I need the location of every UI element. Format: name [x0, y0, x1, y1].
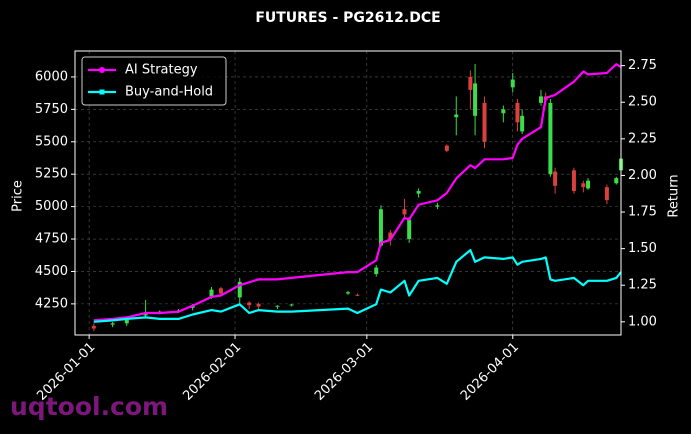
y-tick-label: 5000 [35, 199, 68, 214]
candle-body [520, 115, 525, 132]
candle-body [143, 312, 148, 316]
y2-tick-label: 2.25 [628, 131, 657, 146]
candle-body [614, 178, 619, 184]
candle-body [110, 323, 115, 325]
candle-body [218, 288, 223, 294]
legend: AI Strategy Buy-and-Hold [81, 56, 227, 106]
y2-tick-label: 1.00 [628, 314, 657, 329]
candle-body [468, 76, 473, 90]
y2-tick-label: 2.50 [628, 95, 657, 110]
y-tick-label: 5250 [35, 167, 68, 182]
candle-body [407, 219, 412, 240]
y2-axis-label: Return [667, 174, 682, 217]
y2-tick-label: 2.00 [628, 168, 657, 183]
candle-body [571, 170, 576, 192]
y2-tick-label: 1.75 [628, 205, 657, 220]
candle-body [482, 102, 487, 142]
candle-body [346, 292, 350, 294]
y2-tick-label: 1.25 [628, 278, 657, 293]
candle-body [553, 171, 558, 186]
series-line [93, 63, 622, 322]
candle-body [435, 205, 440, 207]
x-tick-label: 2026-03-01 [312, 340, 376, 404]
candle-body [247, 302, 252, 306]
legend-marker [99, 89, 105, 95]
candle-body [91, 325, 96, 329]
series-line [93, 249, 622, 323]
candle-body [538, 96, 543, 103]
candle-body [501, 109, 506, 114]
watermark: uqtool.com [10, 392, 168, 421]
y-tick-label: 4500 [35, 264, 68, 279]
candle-body [581, 183, 586, 188]
legend-label: Buy-and-Hold [125, 85, 213, 100]
legend-marker [99, 67, 105, 73]
y-tick-label: 5750 [35, 102, 68, 117]
y-tick-label: 4250 [35, 296, 68, 311]
candle-body [604, 187, 609, 201]
candle-body [473, 83, 478, 116]
y-tick-label: 4750 [35, 232, 68, 247]
candle-body [402, 209, 407, 215]
legend-box [81, 56, 227, 106]
candle-body [124, 318, 129, 324]
candle-body [374, 267, 379, 275]
candle-body [510, 79, 515, 88]
plot-frame [74, 50, 622, 336]
candle-body [388, 232, 393, 240]
candle-body [548, 102, 553, 175]
x-tick-label: 2026-02-01 [180, 340, 244, 404]
y-tick-label: 5500 [35, 134, 68, 149]
chart-title: FUTURES - PG2612.DCE [255, 10, 440, 26]
candle-body [237, 281, 242, 298]
candle-body [454, 114, 459, 118]
legend-label: AI Strategy [125, 63, 198, 78]
candle-body [355, 294, 360, 296]
candle-body [416, 191, 421, 194]
y-tick-label: 6000 [35, 69, 68, 84]
x-tick-label: 2026-04-01 [458, 340, 522, 404]
y2-tick-label: 1.50 [628, 241, 657, 256]
candle-body [515, 102, 520, 123]
candle-body [444, 145, 449, 151]
candle-body [256, 303, 261, 307]
candle-body [275, 305, 280, 307]
candle-body [209, 289, 214, 297]
candle-body [586, 180, 591, 189]
candle-body [289, 304, 294, 306]
y-axis-label: Price [11, 180, 26, 212]
candle-body [378, 209, 383, 246]
y2-tick-label: 2.75 [628, 58, 657, 73]
